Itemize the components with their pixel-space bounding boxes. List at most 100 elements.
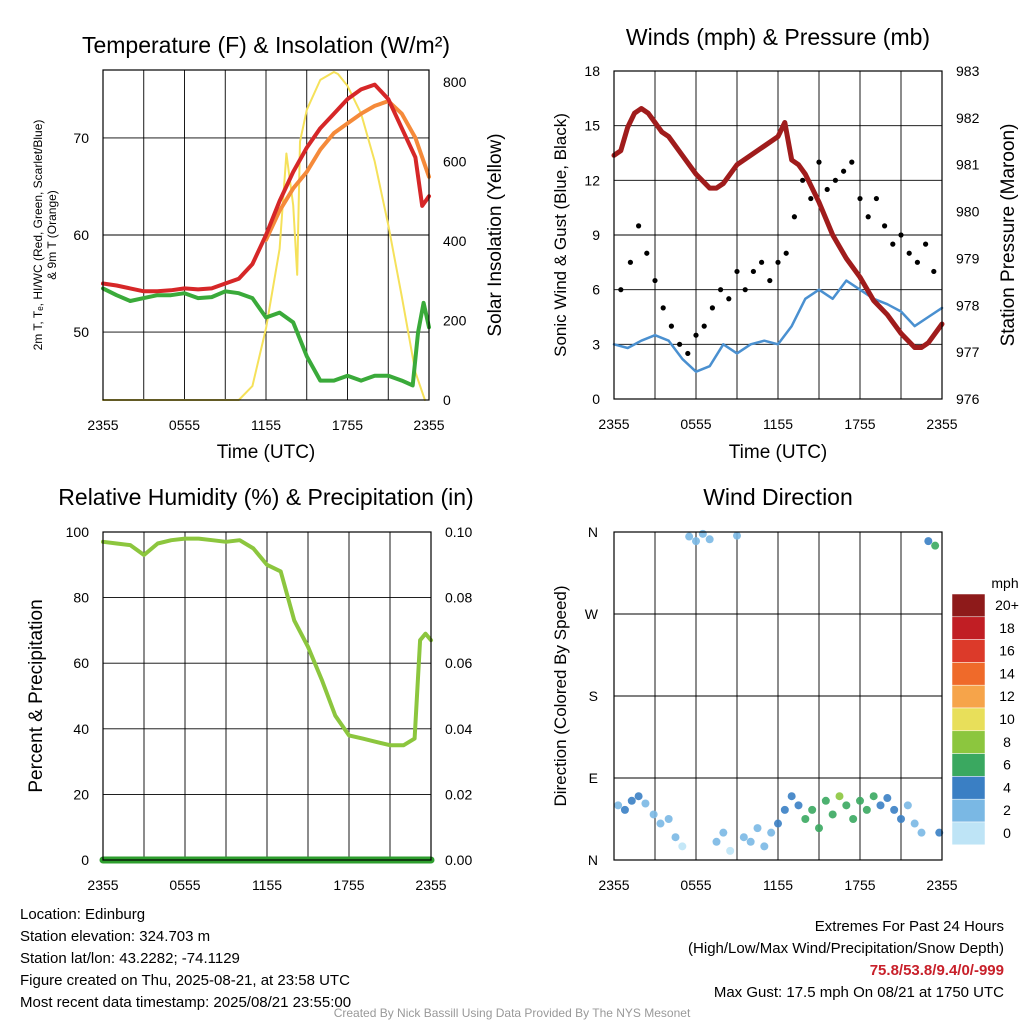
wind-x-tick-label: 1155: [763, 416, 793, 432]
temp-x-tick-label: 2355: [87, 417, 118, 433]
direction-point: [671, 833, 680, 842]
wind-y-tick-label: 6: [592, 282, 600, 298]
gust-point: [898, 232, 904, 238]
rh-y2-tick-label: 0.04: [445, 721, 472, 737]
rh-left-axis-label: Percent & Precipitation: [26, 599, 47, 792]
gust-point: [882, 223, 888, 229]
winds-panel: Winds (mph) & Pressure (mb) 2355 0555 1155…: [551, 24, 1019, 463]
wind-plot-frame: [613, 70, 943, 400]
dir-series: [614, 529, 944, 855]
direction-point: [903, 801, 912, 810]
temperature-panel: Temperature (F) & Insolation (W/m²) 2355…: [31, 32, 506, 463]
wind-panel-title: Winds (mph) & Pressure (mb): [626, 24, 930, 50]
wind-x-axis-label: Time (UTC): [729, 442, 828, 463]
gust-point: [627, 259, 634, 265]
wind-y-tick-label: 3: [592, 336, 600, 352]
wind-y2-tick-label: 978: [956, 297, 980, 313]
rh-x-tick-label: 2355: [87, 877, 118, 893]
credit-text: Created By Nick Bassill Using Data Provi…: [333, 1006, 691, 1020]
rh-y-tick-label: 20: [73, 786, 89, 802]
temp-series: [101, 71, 431, 401]
direction-point: [821, 796, 830, 805]
recent-data-text: Most recent data timestamp: 2025/08/21 2…: [20, 994, 352, 1011]
colorbar-label: 14: [999, 665, 1015, 681]
direction-point: [815, 824, 823, 833]
wind-y2-tick-label: 980: [956, 204, 980, 220]
dir-y-tick-label: N: [588, 852, 598, 868]
dir-y-tick-label: W: [585, 606, 599, 622]
dir-x-tick-label: 0555: [680, 877, 711, 893]
direction-point: [787, 792, 796, 801]
direction-point: [808, 805, 817, 814]
direction-point: [890, 805, 899, 814]
colorbar-swatch: [951, 639, 986, 663]
rh-y2-tick-label: 0.00: [445, 852, 472, 868]
direction-point: [931, 541, 940, 550]
direction-point: [705, 535, 714, 544]
rh-x-tick-label: 1155: [252, 877, 282, 893]
rh-x-tick-label: 0555: [169, 877, 200, 893]
extremes-info: Extremes For Past 24 Hours (High/Low/Max…: [688, 916, 1004, 1004]
colorbar-label: 12: [999, 688, 1015, 704]
direction-point: [876, 801, 885, 810]
gust-point: [816, 159, 822, 165]
wind-y-tick-label: 12: [584, 172, 600, 188]
direction-point: [935, 828, 944, 837]
max-gust-text: Max Gust: 17.5 mph On 08/21 at 1750 UTC: [713, 984, 1004, 1001]
gust-point: [849, 159, 855, 165]
dir-y-tick-label: E: [589, 770, 598, 786]
gust-point: [775, 259, 781, 265]
direction-point: [760, 842, 769, 851]
direction-point: [856, 796, 864, 805]
direction-point: [712, 837, 721, 846]
direction-point: [897, 815, 905, 823]
wind-x-tick-label: 2355: [926, 416, 957, 432]
gust-point: [618, 287, 624, 293]
colorbar-swatch: [951, 821, 986, 846]
wind-y-tick-label: 0: [592, 391, 600, 407]
colorbar-swatch: [951, 684, 986, 709]
gust-point: [701, 323, 707, 329]
rh-plot-frame: [102, 531, 432, 861]
rh-y2-tick-label: 0.08: [445, 590, 472, 606]
gust-point: [660, 305, 666, 311]
colorbar-label: 8: [1003, 734, 1011, 750]
gust-point: [734, 268, 740, 275]
temp-right-axis-label: Solar Insolation (Yellow): [485, 133, 506, 336]
direction-point: [753, 824, 762, 833]
colorbar-swatch: [951, 776, 986, 800]
colorbar-swatch: [951, 753, 986, 777]
temp-y2-tick-label: 200: [443, 312, 467, 328]
wind-left-axis-label: Sonic Wind & Gust (Blue, Black): [551, 113, 570, 357]
wind-y2-tick-label: 982: [956, 110, 980, 126]
colorbar-swatch: [951, 662, 986, 686]
direction-point: [620, 805, 629, 814]
gust-point: [677, 341, 683, 347]
gust-point: [668, 323, 675, 329]
extremes-values: 75.8/53.8/9.4/0/-999: [869, 962, 1004, 979]
direction-point: [924, 537, 933, 546]
direction-point: [634, 792, 643, 801]
gust-point: [791, 214, 798, 220]
gust-point: [693, 332, 699, 338]
rh-x-tick-label: 2355: [415, 877, 446, 893]
gust-point: [742, 287, 748, 293]
direction-point: [849, 815, 858, 823]
direction-panel: Wind Direction 2355 0555 1155 1755 2355NESWN…: [551, 484, 1019, 893]
gust-point: [750, 268, 757, 275]
extremes-subtitle: (High/Low/Max Wind/Precipitation/Snow De…: [688, 940, 1004, 957]
wind-y2-tick-label: 983: [956, 63, 980, 79]
wind-y-tick-label: 9: [592, 227, 600, 243]
wind-y2-tick-label: 981: [956, 157, 980, 173]
wind-y2-tick-label: 977: [956, 344, 980, 360]
colorbar-swatch: [951, 730, 986, 754]
gust-point: [841, 168, 847, 174]
temp-y2-tick-label: 0: [443, 392, 451, 408]
gust-point: [923, 241, 929, 247]
direction-point: [739, 833, 748, 842]
direction-point: [910, 819, 919, 828]
speed-colorbar-legend: mph 20+ 18 16 14 12 10 8 6 4 2 0: [951, 575, 1019, 846]
temp-x-tick-label: 2355: [413, 417, 444, 433]
direction-point: [649, 810, 658, 819]
direction-point: [719, 828, 728, 837]
